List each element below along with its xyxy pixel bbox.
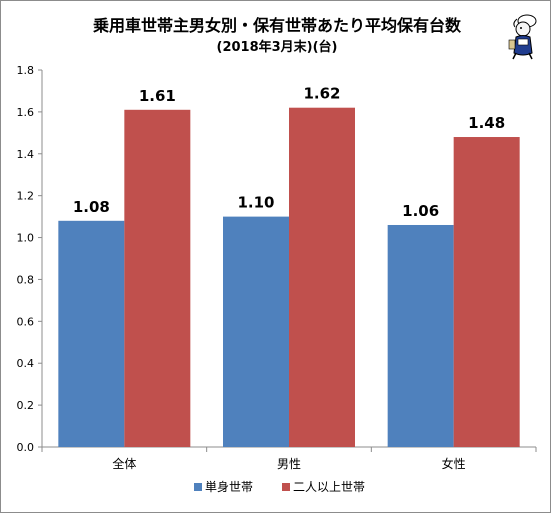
- y-tick-label: 0.8: [17, 273, 35, 286]
- data-label: 1.61: [139, 87, 176, 105]
- bar-multi-household: [453, 137, 520, 447]
- legend: 単身世帯 二人以上世帯: [194, 479, 365, 494]
- data-label: 1.10: [237, 194, 274, 212]
- y-tick-label: 1.4: [17, 148, 35, 161]
- chart-subtitle: (2018年3月末)(台): [217, 39, 338, 55]
- y-tick-label: 0.0: [17, 441, 35, 454]
- chart-title: 乗用車世帯主男女別・保有世帯あたり平均保有台数: [93, 16, 462, 35]
- y-tick-label: 1.8: [17, 64, 35, 77]
- y-tick-label: 0.6: [17, 315, 35, 328]
- data-label: 1.62: [303, 85, 340, 103]
- legend-swatch: [282, 483, 290, 491]
- mascot-illustration-icon: [508, 14, 537, 60]
- bar-single-household: [387, 224, 454, 447]
- bar-single-household: [223, 216, 289, 447]
- bar-multi-household: [124, 109, 191, 448]
- legend-label: 二人以上世帯: [293, 480, 365, 494]
- data-label: 1.06: [402, 202, 439, 220]
- y-tick-label: 0.4: [17, 357, 35, 370]
- x-tick-label: 全体: [112, 456, 136, 471]
- plot-area: 0.0 0.2 0.4 0.6 0.8 1.0 1.2 1.4 1.6 1.8 1.08 1.61 全体…: [17, 64, 537, 471]
- legend-label: 単身世帯: [205, 479, 253, 494]
- bar-multi-household: [289, 107, 355, 447]
- y-tick-label: 1.0: [17, 232, 35, 245]
- x-tick-label: 男性: [277, 457, 301, 471]
- data-label: 1.48: [468, 114, 505, 132]
- bar-single-household: [58, 220, 125, 447]
- data-label: 1.08: [73, 198, 110, 216]
- x-tick-label: 女性: [442, 456, 466, 471]
- legend-swatch: [194, 483, 202, 491]
- y-tick-label: 0.2: [17, 399, 35, 412]
- y-tick-label: 1.6: [17, 106, 35, 119]
- y-tick-label: 1.2: [17, 190, 35, 203]
